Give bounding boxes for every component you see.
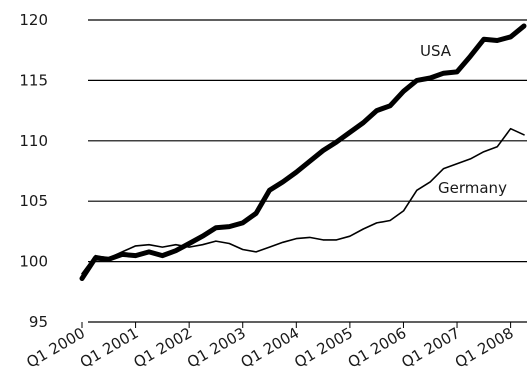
series-labels: USA Germany [420, 42, 507, 197]
x-tick-label: Q1 2002 [130, 324, 195, 372]
x-tick-label: Q1 2007 [398, 324, 463, 372]
y-tick-label: 115 [19, 71, 48, 89]
gridlines [88, 19, 527, 323]
series-label-germany: Germany [438, 179, 507, 197]
y-tick-label: 105 [19, 192, 48, 210]
y-tick-label: 110 [19, 132, 48, 150]
x-tick-label: Q1 2008 [452, 324, 517, 372]
series-line-usa [79, 23, 527, 281]
y-tick-label: 100 [19, 253, 48, 271]
y-axis-ticks: 95 100 105 110 115 120 [19, 11, 48, 331]
x-tick-label: Q1 2004 [238, 324, 303, 372]
x-tick-label: Q1 2005 [291, 324, 356, 372]
x-tick-label: Q1 2000 [23, 324, 88, 372]
x-tick-label: Q1 2006 [345, 324, 410, 372]
x-tick-label: Q1 2003 [184, 324, 249, 372]
x-tick-label: Q1 2001 [77, 324, 142, 372]
series-lines [79, 23, 527, 281]
series-line-germany [81, 127, 525, 275]
series-label-usa: USA [420, 42, 452, 60]
y-tick-label: 120 [19, 11, 48, 29]
y-tick-label: 95 [29, 313, 48, 331]
